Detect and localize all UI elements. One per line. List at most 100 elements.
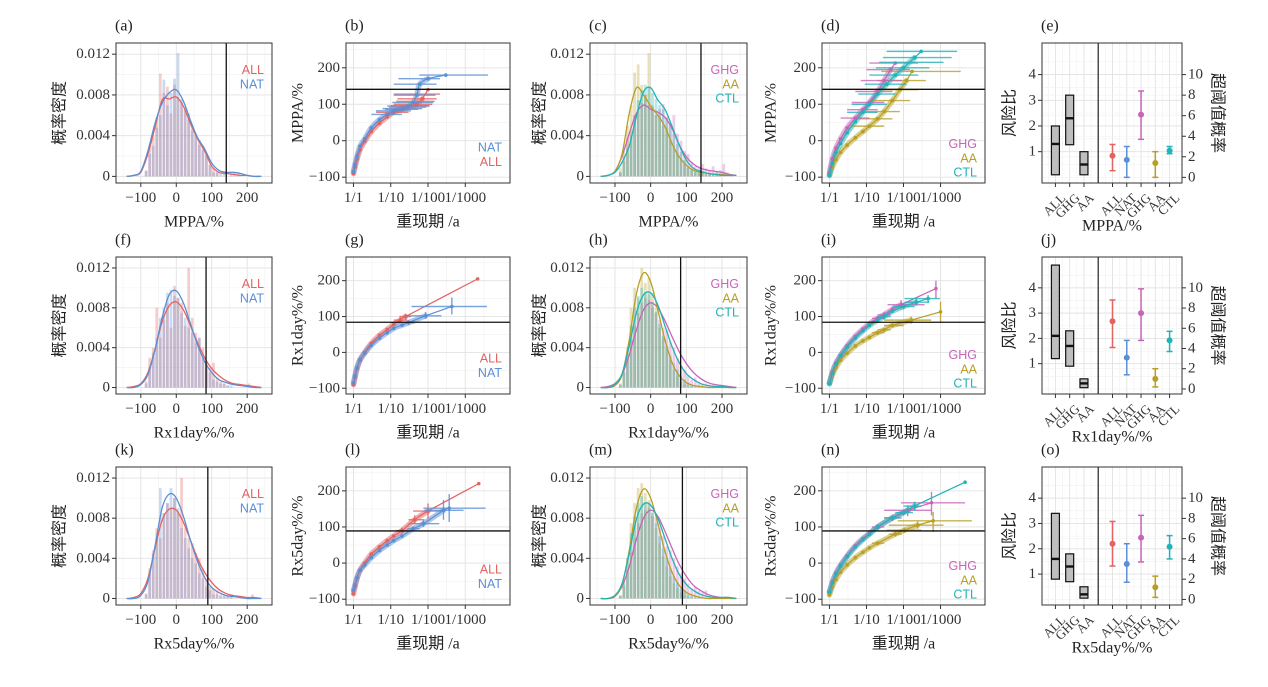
histogram-bar-aa bbox=[636, 297, 640, 388]
histogram-bar-ghg bbox=[690, 588, 694, 599]
x-tick-label: 0 bbox=[173, 612, 181, 628]
legend-entry-all: ALL bbox=[242, 63, 264, 77]
histogram-bar-nat bbox=[190, 125, 194, 177]
density-curve-nat bbox=[126, 492, 262, 600]
data-point-all bbox=[476, 481, 481, 486]
data-point-ctl bbox=[830, 371, 835, 375]
y-axis-title: Rx1day%/% bbox=[763, 285, 780, 366]
histogram-bar-ctl bbox=[651, 301, 654, 388]
x-tick-label: 1/10 bbox=[377, 401, 404, 417]
histogram-bar-nat bbox=[194, 342, 198, 388]
histogram-bar-ghg bbox=[629, 552, 633, 599]
histogram-bar-all bbox=[190, 317, 194, 388]
y-tick-label: 0 bbox=[103, 168, 111, 184]
y-tick-label: 3 bbox=[1029, 515, 1037, 531]
histogram-bar-nat bbox=[187, 327, 191, 388]
data-point-aa bbox=[867, 335, 872, 340]
plot-area bbox=[1050, 467, 1173, 605]
histogram-bar-aa bbox=[701, 173, 704, 177]
histogram-bar-nat bbox=[219, 596, 222, 599]
data-point-ctl bbox=[901, 304, 906, 309]
histogram-bar-nat bbox=[183, 538, 187, 599]
x-tick-label: 1/1 bbox=[344, 612, 363, 628]
legend-entry-ctl: CTL bbox=[715, 516, 739, 530]
x-tick-label: 1/1 bbox=[820, 190, 839, 206]
panel-label: (i) bbox=[821, 232, 836, 249]
histogram-bar-aa bbox=[668, 576, 672, 599]
histogram-bar-ctl bbox=[636, 100, 640, 177]
histogram-bar-ctl bbox=[665, 558, 669, 599]
x-tick-label: 1/1 bbox=[344, 190, 363, 206]
grid bbox=[116, 43, 272, 183]
histogram-bar-all bbox=[197, 139, 201, 177]
y-tick-label: 0.004 bbox=[550, 340, 584, 356]
histogram-bar-aa bbox=[640, 483, 644, 599]
histogram-bar-aa bbox=[636, 488, 640, 599]
legend-entry-nat: NAT bbox=[240, 77, 264, 91]
panel-label: (l) bbox=[345, 442, 360, 459]
histogram-bar-ghg bbox=[658, 528, 661, 599]
data-point-nat bbox=[362, 563, 367, 567]
data-point-ctl bbox=[845, 130, 849, 135]
histogram-bar-ctl bbox=[658, 105, 661, 177]
panel-label: (e) bbox=[1041, 18, 1059, 35]
histogram-bar-ghg bbox=[640, 103, 644, 177]
y-tick-label: 0 bbox=[809, 133, 817, 149]
plot-area bbox=[822, 49, 985, 179]
histogram-bar-all bbox=[187, 538, 191, 599]
data-point-nat bbox=[358, 357, 362, 362]
histogram-bar-ghg bbox=[661, 104, 665, 177]
data-point-ctl bbox=[919, 49, 923, 54]
x-tick-label: 100 bbox=[675, 190, 698, 206]
data-point-ctl bbox=[901, 65, 906, 70]
histogram-bar-aa bbox=[647, 277, 651, 388]
histogram-bar-aa bbox=[618, 385, 622, 388]
histogram-bar-aa bbox=[647, 53, 651, 177]
histogram-bar-ctl bbox=[668, 355, 672, 388]
histogram-bar-all bbox=[166, 503, 169, 599]
density-curve-all bbox=[126, 96, 262, 178]
y-tick-label: 100 bbox=[318, 96, 341, 112]
y-tick-label: 2 bbox=[1029, 118, 1037, 134]
histogram-bar-all bbox=[158, 73, 162, 177]
histogram-bar-ctl bbox=[693, 171, 697, 177]
plot-border bbox=[115, 256, 273, 395]
legend-entry-ctl: CTL bbox=[715, 306, 739, 320]
data-point-aa bbox=[853, 135, 858, 140]
histogram-bar-nat bbox=[190, 558, 194, 599]
x-tick-label: 200 bbox=[236, 190, 259, 206]
histogram-bar-all bbox=[212, 588, 215, 599]
data-point-ctl bbox=[890, 309, 895, 313]
data-point-ctl bbox=[914, 300, 918, 304]
y-tick-label: 0.008 bbox=[76, 510, 110, 526]
data-point-all bbox=[377, 545, 382, 549]
y-tick-label: 0.008 bbox=[550, 300, 584, 316]
histogram-bar-ctl bbox=[676, 143, 679, 177]
y-tick-label: 100 bbox=[318, 309, 341, 325]
histogram-bar-nat bbox=[173, 295, 176, 388]
data-point-all bbox=[391, 534, 396, 538]
panel-n: −100 0 100 200 1/1 1/10 1/100 1/1000 重现期 /a Rx5da… bbox=[763, 442, 986, 653]
data-point-nat bbox=[362, 137, 367, 141]
x-axis-title: 重现期 /a bbox=[396, 635, 460, 653]
histogram-bar-nat bbox=[151, 352, 155, 388]
exceedance-point-nat bbox=[1123, 354, 1130, 361]
data-point-aa bbox=[875, 117, 880, 121]
histogram-bar-aa bbox=[658, 327, 661, 388]
data-point-nat bbox=[369, 343, 374, 348]
panel-b: −100 0 100 200 1/1 1/10 1/100 1/1000 重现期 /a MPPA/… bbox=[290, 18, 511, 231]
panel-label: (h) bbox=[589, 232, 608, 249]
data-point-nat bbox=[385, 543, 389, 547]
histogram-bar-ghg bbox=[651, 307, 654, 388]
histogram-bar-nat bbox=[151, 553, 155, 599]
histogram-bar-aa bbox=[672, 369, 676, 388]
histogram-bar-aa bbox=[622, 583, 626, 599]
data-point-ctl bbox=[901, 510, 906, 515]
plot-area bbox=[600, 257, 737, 394]
histogram-bar-ghg bbox=[693, 377, 697, 388]
panel-i: −100 0 100 200 1/1 1/10 1/100 1/1000 重现期 /a Rx1da… bbox=[763, 232, 986, 442]
data-point-ctl bbox=[845, 345, 849, 349]
data-point-aa bbox=[882, 328, 886, 332]
data-point-aa bbox=[838, 150, 843, 155]
histogram-bar-nat bbox=[151, 145, 155, 177]
